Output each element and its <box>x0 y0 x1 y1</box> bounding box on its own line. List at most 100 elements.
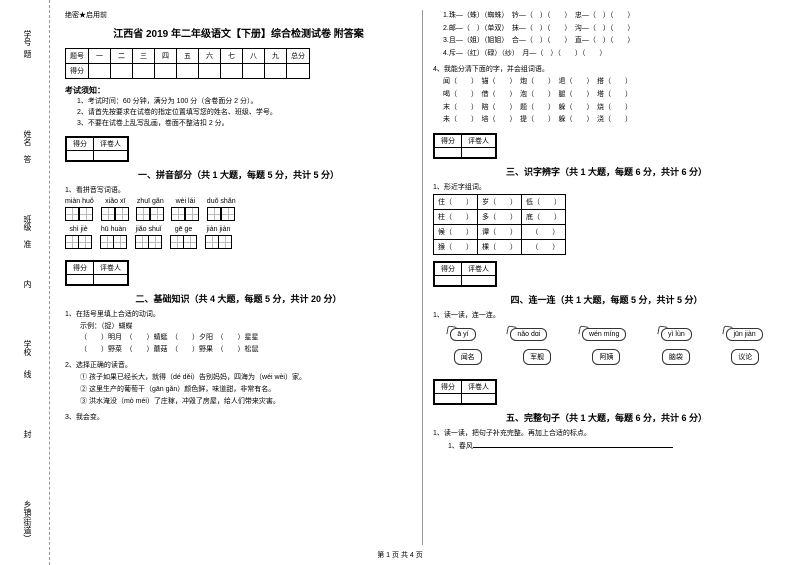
exam-title: 江西省 2019 年二年级语文【下册】综合检测试卷 附答案 <box>65 25 412 40</box>
pinyin-item: miàn huǒ <box>65 198 94 223</box>
sentence: ② 这里生产的葡萄干（gān gǎn）颜色鲜，味道甜，非常有名。 <box>80 384 412 396</box>
grader-box: 得分评卷人 <box>65 136 129 162</box>
side-cut: 答 <box>22 155 33 163</box>
tianzige-cell <box>78 235 92 249</box>
sentence: ① 孩子如果已经长大，就得（dé děi）告别妈妈，四海为（wéi wèi）家。 <box>80 372 412 384</box>
char-cell: 底（ ） <box>522 209 566 224</box>
tianzige-cell <box>218 235 232 249</box>
pinyin-label: zhuī gǎn <box>137 198 164 205</box>
score-header-cell: 四 <box>155 49 177 64</box>
notice-item: 3、不要在试卷上乱写乱画，卷面不整洁扣 2 分。 <box>77 118 412 129</box>
tianzige-cell <box>65 207 79 221</box>
char-cell: 棵（ ） <box>478 239 522 254</box>
side-label: 学号 <box>22 30 33 46</box>
tianzige-cell <box>115 207 129 221</box>
score-value-cell <box>243 64 265 79</box>
side-cut: 线 <box>22 370 33 378</box>
pinyin-label: hū huàn <box>100 226 127 233</box>
score-value-cell <box>177 64 199 79</box>
secret-label: 绝密★启用前 <box>65 10 412 20</box>
match-item: nǎo dɑi <box>510 328 547 341</box>
side-label: 姓名 <box>22 130 33 146</box>
word-row: 未（ ） 培（ ） 提（ ） 躲（ ） 浇（ ） <box>443 114 780 127</box>
notice-title: 考试须知： <box>65 85 412 96</box>
pinyin-item: zhuī gǎn <box>137 198 164 223</box>
page-footer: 第 1 页 共 4 页 <box>0 550 800 560</box>
score-value-cell <box>155 64 177 79</box>
score-header-cell: 三 <box>133 49 155 64</box>
score-header-cell: 题号 <box>66 49 89 64</box>
tianzige-cell <box>221 207 235 221</box>
score-value-cell: 得分 <box>66 64 89 79</box>
tianzige-cell <box>100 235 114 249</box>
char-cell: 低（ ） <box>522 194 566 209</box>
word-line: 2.邮—（ ）（单双） 抹—（ ）（ ） 沟—（ ）（ ） <box>443 23 780 36</box>
score-value-cell <box>221 64 243 79</box>
pinyin-item: wèi lái <box>172 198 199 223</box>
match-item: wén míng <box>582 328 626 341</box>
word-line: 4.斥—（红）（碌）（纱） 月—（ ）（ ）（ ） <box>443 48 780 61</box>
pinyin-item: hū huàn <box>100 226 127 251</box>
sentence: ③ 洪水淹没（mò méi）了庄稼，冲毁了房屋，给人们带来灾害。 <box>80 396 412 408</box>
score-label: 得分 <box>67 261 94 274</box>
pinyin-label: jiàn jiàn <box>205 226 232 233</box>
tianzige-cell <box>101 207 115 221</box>
score-header-cell: 五 <box>177 49 199 64</box>
side-label: 学校 <box>22 340 33 356</box>
pinyin-item: shì jiè <box>65 226 92 251</box>
score-label: 得分 <box>435 134 462 147</box>
char-cell: （ ） <box>522 239 566 254</box>
tianzige-cell <box>183 235 197 249</box>
left-column: 绝密★启用前 江西省 2019 年二年级语文【下册】综合检测试卷 附答案 题号一… <box>55 10 423 545</box>
tianzige-cell <box>79 207 93 221</box>
tianzige-grid <box>66 207 93 221</box>
tianzige-grid <box>100 235 127 249</box>
match-item: jūn jiàn <box>726 328 762 341</box>
section-3-title: 三、识字辨字（共 1 大题，每题 6 分，共计 6 分） <box>433 165 780 178</box>
char-cell: 柱（ ） <box>434 209 478 224</box>
option-line: （ ）野菜 （ ）蘑菇 （ ）野果 （ ）松鼠 <box>80 344 412 356</box>
word-line: 1.珠—（蛛）（蜘蛛） 钤—（ ）（ ） 忠—（ ）（ ） <box>443 10 780 23</box>
score-header-cell: 七 <box>221 49 243 64</box>
pinyin-item: jiǎo shuǐ <box>135 226 162 251</box>
score-summary-table: 题号一二三四五六七八九总分 得分 <box>65 48 310 79</box>
question-text: 1、在括号里填上合适的动词。 <box>65 309 412 319</box>
pinyin-item: jiàn jiàn <box>205 226 232 251</box>
char-cell: 谭（ ） <box>478 224 522 239</box>
match-item: 脑袋 <box>662 349 690 365</box>
tianzige-cell <box>136 207 150 221</box>
match-item: 闻名 <box>454 349 482 365</box>
section-4-title: 四、连一连（共 1 大题，每题 5 分，共计 5 分） <box>433 293 780 306</box>
tianzige-grid <box>65 235 92 249</box>
tianzige-grid <box>205 235 232 249</box>
pinyin-label: xiǎo xī <box>102 198 129 205</box>
tianzige-cell <box>205 235 219 249</box>
question-text: 1、读一读，连一连。 <box>433 310 780 320</box>
pinyin-label: duǒ shǎn <box>207 198 236 205</box>
score-label: 得分 <box>435 380 462 393</box>
question-text: 1、看拼音写词语。 <box>65 185 412 195</box>
right-column: 1.珠—（蛛）（蜘蛛） 钤—（ ）（ ） 忠—（ ）（ ） 2.邮—（ ）（单双… <box>423 10 790 545</box>
grader-label: 评卷人 <box>94 137 128 150</box>
match-bottom-row: 闻名军舰阿姨脑袋议论 <box>433 349 780 365</box>
notice-item: 1、考试时间：60 分钟，满分为 100 分（含卷面分 2 分）。 <box>77 96 412 107</box>
score-label: 得分 <box>435 262 462 275</box>
notice-item: 2、请首先按要求在试卷的指定位置填写您的姓名、班级、学号。 <box>77 107 412 118</box>
score-value-cell <box>111 64 133 79</box>
tianzige-grid <box>172 207 199 221</box>
question-text: 1、读一读，把句子补充完整。再加上合适的标点。 <box>433 428 780 438</box>
grader-box: 得分评卷人 <box>433 261 497 287</box>
pinyin-item: duǒ shǎn <box>207 198 236 223</box>
score-value-cell <box>199 64 221 79</box>
match-item: 军舰 <box>523 349 551 365</box>
side-cut: 封 <box>22 430 33 438</box>
side-label: 班级 <box>22 215 33 231</box>
side-cut: 准 <box>22 240 33 248</box>
sentence-start: 1、春风 <box>448 440 780 453</box>
score-value-cell <box>89 64 111 79</box>
pinyin-label: gē ge <box>170 226 197 233</box>
match-item: 阿姨 <box>592 349 620 365</box>
side-cut: 题 <box>22 50 33 58</box>
match-top-row: ā yínǎo dɑiwén míngyì lùnjūn jiàn <box>433 328 780 341</box>
pinyin-label: wèi lái <box>172 198 199 205</box>
